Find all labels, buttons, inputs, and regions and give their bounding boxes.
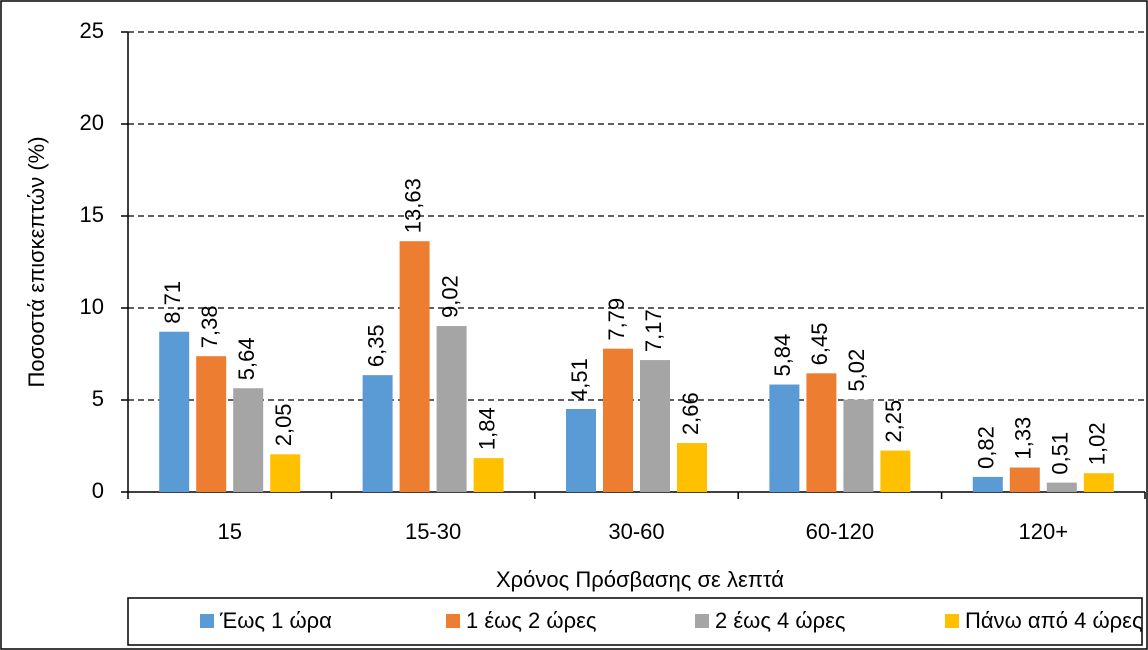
- data-label: 4,51: [567, 358, 592, 401]
- data-label: 0,82: [974, 426, 999, 469]
- x-tick-label: 60-120: [806, 519, 875, 544]
- x-tick-label: 120+: [1019, 519, 1069, 544]
- legend-label: 2 έως 4 ώρες: [715, 608, 846, 633]
- bar: [196, 356, 227, 492]
- bar: [473, 458, 504, 492]
- data-label: 2,66: [678, 392, 703, 435]
- legend-box: [127, 597, 1143, 646]
- bar: [566, 409, 596, 492]
- y-tick-label: 0: [92, 478, 104, 503]
- y-tick-label: 10: [80, 294, 104, 319]
- data-label: 7,17: [641, 309, 666, 352]
- data-label: 5,64: [234, 337, 259, 380]
- bar: [769, 384, 800, 492]
- data-label: 5,84: [770, 334, 795, 377]
- legend-swatch: [945, 614, 959, 628]
- bar: [362, 375, 393, 492]
- bar: [677, 443, 707, 492]
- data-label: 2,05: [271, 403, 296, 446]
- y-tick-label: 5: [92, 386, 104, 411]
- bar: [972, 476, 1003, 492]
- legend-swatch: [446, 614, 460, 628]
- data-label: 6,45: [807, 322, 832, 365]
- legend-label: Πάνω από 4 ώρες: [965, 608, 1143, 633]
- bar: [399, 241, 430, 492]
- bar: [603, 348, 633, 492]
- data-label: 1,02: [1085, 422, 1110, 465]
- bar: [843, 399, 874, 492]
- bar: [806, 373, 837, 492]
- data-label: 7,38: [197, 305, 222, 348]
- x-tick-label: 15: [217, 519, 241, 544]
- bar: [1046, 482, 1077, 492]
- bar: [436, 326, 467, 492]
- data-label: 8,71: [160, 281, 185, 324]
- legend-swatch: [200, 614, 214, 628]
- legend-label: Έως 1 ώρα: [219, 608, 332, 633]
- x-tick-label: 15-30: [405, 519, 461, 544]
- bar: [270, 454, 301, 492]
- bar: [1009, 467, 1040, 492]
- bar: [640, 360, 670, 492]
- bar: [159, 331, 190, 492]
- data-label: 9,02: [437, 275, 462, 318]
- x-axis-title: Χρόνος Πρόσβασης σε λεπτά: [496, 567, 784, 592]
- data-label: 13,63: [400, 178, 425, 233]
- bar: [233, 388, 264, 492]
- y-tick-label: 20: [80, 110, 104, 135]
- data-label: 0,51: [1048, 432, 1073, 475]
- x-tick-label: 30-60: [608, 519, 664, 544]
- y-axis-title: Ποσοστά επισκεπτών (%): [24, 136, 49, 387]
- data-label: 6,35: [363, 324, 388, 367]
- legend-swatch: [695, 614, 709, 628]
- data-label: 2,25: [881, 400, 906, 443]
- bar: [1083, 473, 1114, 492]
- legend-label: 1 έως 2 ώρες: [466, 608, 597, 633]
- data-label: 7,79: [604, 298, 629, 341]
- y-tick-label: 25: [80, 18, 104, 43]
- bar: [880, 450, 911, 492]
- data-label: 5,02: [844, 349, 869, 392]
- data-label: 1,33: [1011, 417, 1036, 460]
- y-tick-label: 15: [80, 202, 104, 227]
- data-label: 1,84: [474, 407, 499, 450]
